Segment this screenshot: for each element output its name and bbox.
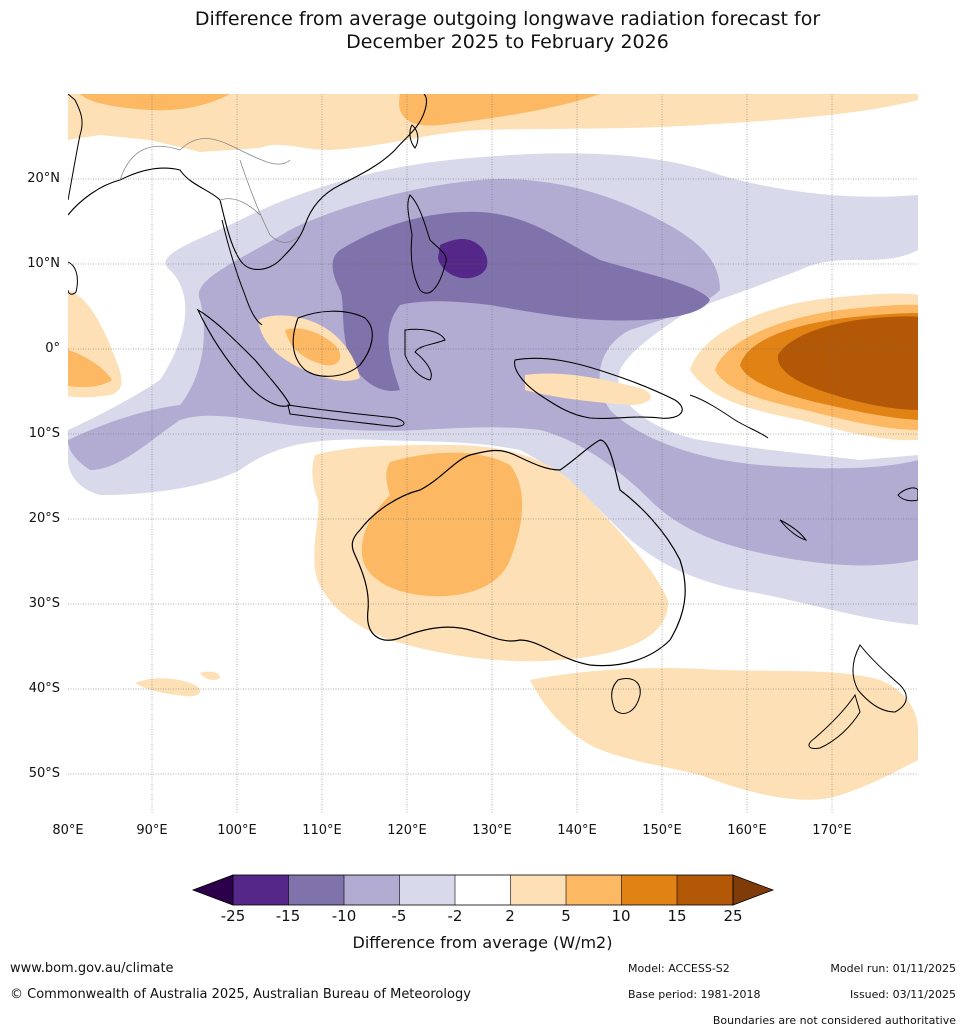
anomaly-png-light [525,373,651,405]
colorbar-max-arrow [732,874,775,906]
colorbar [191,874,775,906]
lat-label: 20°S [28,511,60,526]
australia-outline [351,439,686,667]
lon-label: 120°E [387,823,427,838]
colorbar-tick: 25 [723,907,743,925]
anomaly-australia-orange [361,452,523,597]
lat-label: 30°S [28,596,60,611]
lon-label: 150°E [642,823,682,838]
colorbar-tick: -2 [447,907,463,925]
lon-label: 100°E [217,823,257,838]
borneo-outline [292,310,373,377]
website-link[interactable]: www.bom.gov.au/climate [10,961,174,976]
anomaly-pacific-strongest [777,316,918,410]
lat-label: 0° [45,341,60,356]
colorbar-bin-8 [621,875,677,905]
title-line-2: December 2025 to February 2026 [346,31,669,53]
anomaly-southern-ocean [530,668,918,800]
lon-label: 80°E [52,823,84,838]
country-borders [119,138,301,243]
new-caledonia-outline [779,519,808,541]
lon-label: 90°E [136,823,168,838]
model-name: Model: ACCESS-S2 [628,962,730,975]
colorbar-tick: -5 [391,907,407,925]
anomaly-purple-medium [68,179,918,566]
issued-date: Issued: 03/11/2025 [849,988,956,1001]
map-fill [68,94,918,814]
colorbar-tick: -25 [220,907,246,925]
lon-label: 110°E [302,823,342,838]
anomaly-purple-dark [332,211,710,391]
copyright-text: © Commonwealth of Australia 2025, Austra… [10,987,471,1002]
colorbar-tick: -10 [331,907,357,925]
colorbar-min-arrow [191,874,234,906]
colorbar-tick: 2 [505,907,515,925]
lat-label: 50°S [28,766,60,781]
asia-coast-outline [68,94,428,270]
model-run-date: Model run: 01/11/2025 [830,962,956,975]
lon-label: 170°E [812,823,852,838]
anomaly-southern-west-2 [200,671,220,681]
colorbar-tick: -15 [275,907,301,925]
taiwan-outline [409,124,419,149]
philippines-outline [407,194,447,294]
lon-label: 140°E [557,823,597,838]
fiji-outline [897,487,918,502]
colorbar-tick: 5 [561,907,571,925]
boundary-disclaimer: Boundaries are not considered authoritat… [712,1014,956,1027]
anomaly-orange-west-core [68,350,112,388]
lat-label: 10°S [28,426,60,441]
colorbar-tick: 10 [611,907,631,925]
lon-label: 160°E [727,823,767,838]
anomaly-north-orange-light [68,94,918,152]
lat-label: 10°N [27,256,60,271]
lat-label: 20°N [27,171,60,186]
title-line-1: Difference from average outgoing longwav… [194,8,821,30]
colorbar-bin-1 [233,875,289,905]
colorbar-bin-4 [399,875,455,905]
colorbar-bin-9 [677,875,733,905]
chart-title: Difference from average outgoing longwav… [0,8,965,54]
sri-lanka-outline [68,261,78,295]
solomon-islands-outline [689,394,769,439]
anomaly-southern-west [135,678,201,697]
anomaly-purple-darkest [438,239,488,279]
anomaly-orange-borneo-core [285,328,341,366]
base-period: Base period: 1981-2018 [628,988,761,1001]
lat-label: 40°S [28,681,60,696]
colorbar-tick: 15 [667,907,687,925]
colorbar-label: Difference from average (W/m2) [352,933,613,952]
colorbar-bin-5 [455,875,511,905]
colorbar-bin-3 [344,875,400,905]
new-zealand-outline [808,644,907,749]
colorbar-bin-2 [288,875,344,905]
colorbar-frame [232,874,734,906]
lon-label: 130°E [472,823,512,838]
colorbar-bin-6 [510,875,566,905]
india-coast-outline [68,94,83,201]
tasmania-outline [611,678,641,714]
gridlines [68,94,918,814]
anomaly-north-orange [399,94,600,126]
anomaly-north-orange-w [80,94,230,111]
java-outline [287,404,405,427]
sulawesi-outline [404,328,446,381]
malay-peninsula-outline [221,219,263,326]
colorbar-bin-7 [566,875,622,905]
new-guinea-outline [514,357,683,420]
